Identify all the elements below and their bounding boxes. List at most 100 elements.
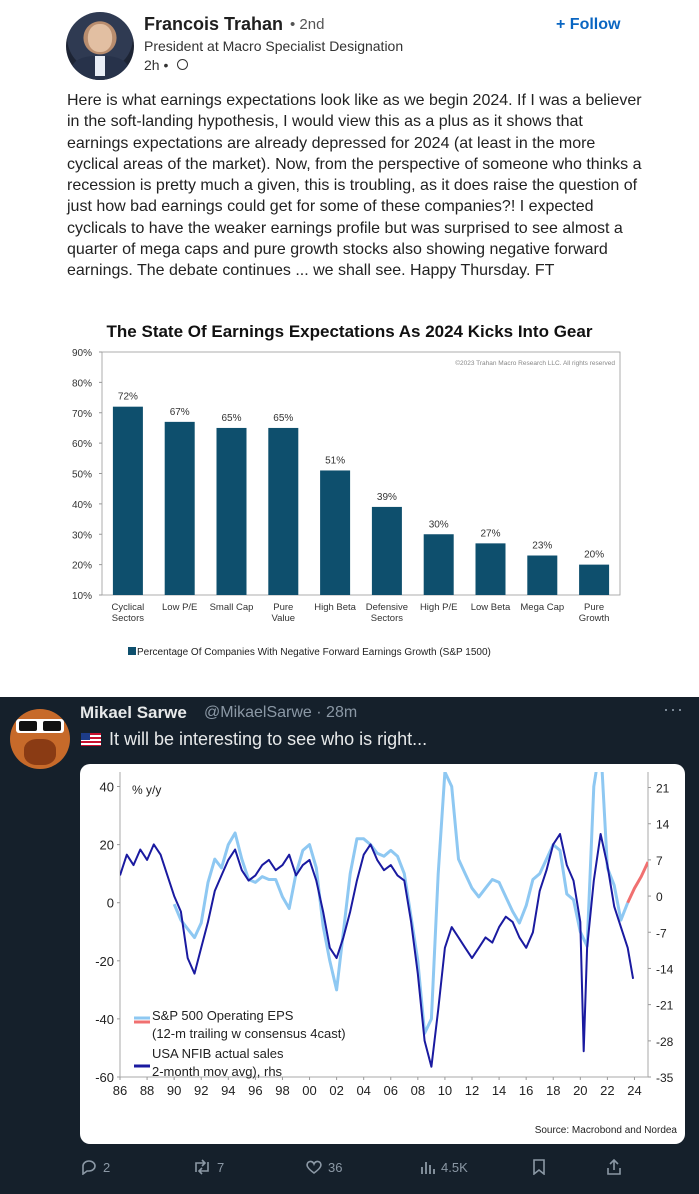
category-label: Sectors <box>112 613 144 624</box>
follow-button[interactable]: + Follow <box>556 16 621 33</box>
bar-value-label: 67% <box>170 407 190 418</box>
bar <box>579 564 610 595</box>
reply-button[interactable]: 2 <box>80 1159 110 1175</box>
x-tick-label: 04 <box>356 1083 370 1098</box>
right-tick-label: 7 <box>656 854 663 868</box>
copyright-text: ©2023 Trahan Macro Research LLC. All rig… <box>455 359 615 367</box>
heart-icon <box>306 1160 322 1174</box>
linkedin-post: Francois Trahan • 2nd President at Macro… <box>66 12 642 658</box>
right-tick-label: -35 <box>656 1071 674 1085</box>
eps-vs-nfib-line-chart: % y/y 40 20 0 -20 -40 -60 21 14 7 0 -7 -14 -21 -28 -35 8… <box>95 772 674 1098</box>
tweet-text: It will be interesting to see who is rig… <box>109 729 428 749</box>
y-tick-label: 40% <box>72 500 92 511</box>
left-tick-label: -20 <box>95 954 114 969</box>
bar <box>320 470 351 595</box>
category-label: Defensive <box>366 602 408 613</box>
bar <box>527 555 558 595</box>
x-tick-label: 22 <box>600 1083 614 1098</box>
bar-value-label: 51% <box>325 455 345 466</box>
author-name[interactable]: Francois Trahan <box>144 14 284 34</box>
bar <box>216 427 247 595</box>
legend-eps-label: S&P 500 Operating EPS <box>152 1008 294 1023</box>
right-tick-label: 14 <box>656 818 670 832</box>
views-chart-icon <box>421 1162 435 1174</box>
like-button[interactable]: 36 <box>305 1159 342 1175</box>
bar-value-label: 65% <box>273 413 293 424</box>
legend-label: Percentage Of Companies With Negative Fo… <box>137 647 491 658</box>
y-axis-title: % y/y <box>132 783 161 797</box>
bar-value-label: 27% <box>480 528 500 539</box>
x-tick-label: 06 <box>384 1083 398 1098</box>
avatar-lens <box>19 721 37 731</box>
globe-icon <box>177 59 188 70</box>
legend-nfib-label: 2-month mov avg), rhs <box>152 1064 283 1079</box>
bar <box>475 543 506 595</box>
category-label: Pure <box>584 602 604 613</box>
author-avatar[interactable] <box>66 12 134 80</box>
category-label: Low P/E <box>162 602 197 613</box>
author-headline: President at Macro Specialist Designatio… <box>144 38 404 54</box>
nfib-series-line <box>120 833 635 1068</box>
tweet-handle-time[interactable]: @MikaelSarwe · 28m <box>204 704 358 721</box>
y-tick-label: 60% <box>72 439 92 450</box>
more-icon[interactable]: ··· <box>663 699 684 719</box>
left-tick-label: -40 <box>95 1012 114 1027</box>
bar <box>112 406 143 595</box>
bar <box>268 427 299 595</box>
left-tick-label: -60 <box>95 1070 114 1085</box>
avatar-shirt <box>95 56 105 76</box>
views-button[interactable]: 4.5K <box>420 1159 468 1175</box>
retweet-button[interactable]: 7 <box>192 1159 224 1175</box>
bookmark-icon <box>533 1159 545 1175</box>
retweet-icon <box>195 1159 209 1175</box>
category-label: Value <box>272 613 296 624</box>
bar <box>423 534 454 595</box>
y-tick-label: 10% <box>72 591 92 602</box>
x-tick-label: 12 <box>465 1083 479 1098</box>
post-text: Here is what earnings expectations look … <box>67 92 642 280</box>
y-tick-label: 20% <box>72 561 92 572</box>
category-label: High P/E <box>420 602 458 613</box>
x-tick-label: 86 <box>113 1083 127 1098</box>
reply-count: 2 <box>103 1159 111 1175</box>
y-tick-label: 50% <box>72 470 92 481</box>
bar <box>164 421 195 595</box>
category-label: Sectors <box>371 613 403 624</box>
earnings-bar-chart: ©2023 Trahan Macro Research LLC. All rig… <box>72 348 621 658</box>
bar-value-label: 65% <box>221 413 241 424</box>
chart-source: Source: Macrobond and Nordea <box>534 1125 677 1136</box>
view-count: 4.5K <box>441 1159 468 1175</box>
y-tick-label: 90% <box>72 348 92 359</box>
x-tick-label: 00 <box>302 1083 316 1098</box>
right-tick-label: 21 <box>656 782 670 796</box>
x-tick-label: 10 <box>438 1083 452 1098</box>
x-tick-label: 14 <box>492 1083 506 1098</box>
retweet-count: 7 <box>217 1159 225 1175</box>
legend-swatch <box>128 647 136 655</box>
legend-nfib-label: USA NFIB actual sales <box>152 1046 284 1061</box>
left-tick-label: 0 <box>107 896 114 911</box>
connection-degree: • 2nd <box>290 16 325 33</box>
x-tick-label: 92 <box>194 1083 208 1098</box>
tweet-author-avatar[interactable] <box>10 709 70 769</box>
tweet-author-name[interactable]: Mikael Sarwe <box>80 703 187 722</box>
x-tick-label: 24 <box>627 1083 641 1098</box>
bar-value-label: 72% <box>118 392 138 403</box>
bar <box>371 506 402 595</box>
tweet-media-chart[interactable]: % y/y 40 20 0 -20 -40 -60 21 14 7 0 -7 -14 -21 -28 -35 8… <box>80 764 685 1144</box>
bookmark-button[interactable] <box>531 1159 547 1175</box>
avatar-face <box>24 739 56 765</box>
share-icon <box>607 1159 621 1175</box>
category-label: Cyclical <box>112 602 145 613</box>
plot-area <box>120 772 648 1068</box>
share-button[interactable] <box>606 1159 622 1175</box>
us-flag-icon <box>81 733 101 746</box>
avatar-face <box>88 24 112 52</box>
category-label: Small Cap <box>210 602 254 613</box>
legend-eps-label: (12-m trailing w consensus 4cast) <box>152 1026 346 1041</box>
x-tick-label: 16 <box>519 1083 533 1098</box>
category-label: Pure <box>273 602 293 613</box>
like-count: 36 <box>328 1159 343 1175</box>
x-tick-label: 96 <box>248 1083 262 1098</box>
eps-forecast-line <box>626 861 648 904</box>
